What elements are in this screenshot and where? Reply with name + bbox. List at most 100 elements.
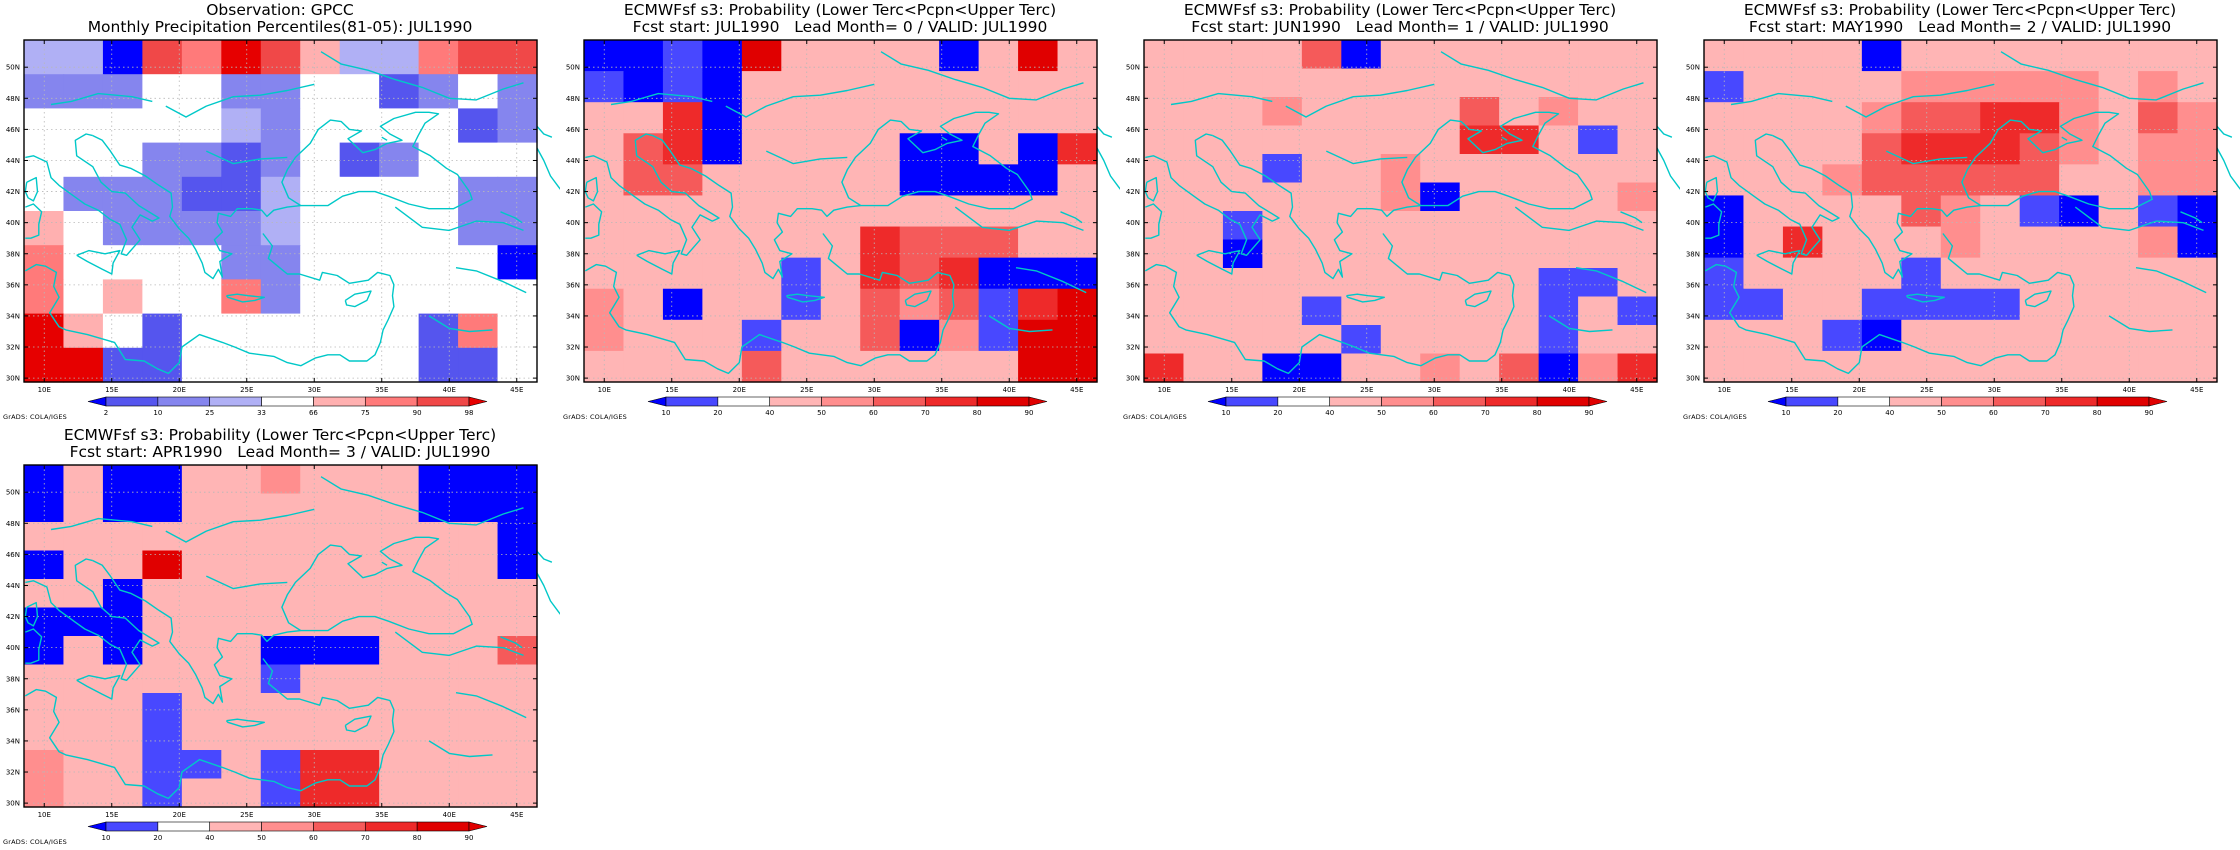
grid-cell	[584, 71, 625, 103]
grid-cell	[1222, 211, 1263, 241]
grid-cell	[1980, 319, 2021, 352]
coastline	[785, 293, 825, 303]
colorbar: 10 20 40 50 60 70 80 90	[87, 821, 488, 842]
coastline	[25, 133, 160, 257]
grid-cell	[1743, 319, 1784, 352]
grid-cell	[702, 71, 743, 103]
y-tick-label: 50N	[6, 64, 20, 72]
grid-cell	[1901, 195, 1942, 228]
grid-cell	[702, 164, 743, 197]
grid-cell	[860, 350, 901, 383]
grid-cell	[860, 40, 901, 72]
grid-cell	[1538, 40, 1579, 70]
grid-cell	[978, 226, 1019, 259]
grid-cell	[623, 288, 664, 321]
coastline	[1145, 133, 1280, 257]
grid-cell	[978, 288, 1019, 321]
coastline	[24, 658, 395, 800]
panel-subtitle: Fcst start: JUL1990 Lead Month= 0 / VALI…	[632, 18, 1048, 36]
grid-cell	[1341, 125, 1382, 155]
grid-cell	[1301, 40, 1342, 70]
grid-cell	[702, 350, 743, 383]
colorbar-label: 80	[1533, 409, 1542, 417]
grid-cell	[1057, 195, 1098, 228]
grid-cell	[939, 102, 980, 134]
grid-cell	[2059, 288, 2100, 321]
coastline	[344, 290, 372, 308]
grid-cell	[1980, 350, 2021, 383]
grid-cell	[300, 778, 341, 808]
grid-cell	[1617, 40, 1658, 70]
grid-cell	[300, 693, 341, 723]
grid-cell	[221, 74, 262, 109]
grid-cell	[1144, 68, 1185, 98]
y-tick-label: 40N	[6, 219, 20, 227]
grid-cell	[458, 778, 499, 808]
grid-cell	[1617, 239, 1658, 269]
x-tick-label: 35E	[375, 386, 388, 394]
y-tick-label: 40N	[566, 219, 580, 227]
grid-cell	[379, 74, 420, 109]
map-panel-2: ECMWFsf s3: Probability (Lower Terc<Pcpn…	[560, 0, 1120, 425]
grid-cell	[1538, 211, 1579, 241]
grid-cell	[662, 40, 703, 72]
x-tick-label: 20E	[1853, 386, 1866, 394]
grid-cell	[142, 142, 183, 178]
grid-cell	[497, 142, 538, 178]
grid-cell	[142, 778, 183, 808]
grid-cell	[1018, 102, 1059, 134]
colorbar-label: 10	[102, 834, 111, 842]
grid-cell	[418, 74, 459, 109]
grid-cell	[497, 550, 538, 580]
colorbar-label: 40	[1325, 409, 1334, 417]
colorbar-label: 98	[465, 409, 474, 417]
grid-cell	[339, 279, 380, 315]
grid-cell	[1538, 182, 1579, 212]
grid-cell	[1499, 211, 1540, 241]
coastline	[320, 51, 524, 101]
grid-cell	[181, 40, 222, 75]
colorbar-box	[1433, 396, 1486, 407]
grid-cell	[458, 74, 499, 109]
graticule	[24, 465, 537, 807]
grid-cell	[584, 226, 625, 259]
grid-cell	[221, 40, 262, 75]
grid-cell	[458, 721, 499, 751]
x-tick-label: 40E	[443, 386, 456, 394]
grid-cell	[1704, 102, 1745, 134]
coastline	[76, 249, 121, 275]
coastline	[880, 51, 1084, 101]
coastline	[1096, 125, 1113, 138]
grid-cell	[2098, 71, 2139, 103]
colorbar-label: 80	[2093, 409, 2102, 417]
grid-cell	[1901, 40, 1942, 72]
x-tick-label: 15E	[1785, 386, 1798, 394]
grid-cell	[379, 465, 420, 495]
y-tick-label: 46N	[1686, 126, 1700, 134]
grid-cell	[339, 579, 380, 609]
grid-cell	[300, 636, 341, 666]
colorbar-arrow-right	[468, 396, 488, 407]
grid-cell	[418, 607, 459, 637]
coastline	[1575, 267, 1647, 294]
x-tick-label: 20E	[733, 386, 746, 394]
coastline	[1704, 233, 2075, 375]
colorbar-label: 60	[1989, 409, 1998, 417]
grid-cell	[1341, 154, 1382, 184]
grid-cell	[1420, 211, 1461, 241]
grid-cell	[418, 522, 459, 552]
colorbar: 10 20 40 50 60 70 80 90	[647, 396, 1048, 417]
grid-cell	[860, 102, 901, 134]
coastline	[428, 315, 493, 333]
grid-cell	[1301, 353, 1342, 383]
grid-cell	[142, 550, 183, 580]
grid-cell	[458, 245, 499, 280]
grid-cell	[1301, 125, 1342, 155]
grid-cell	[379, 40, 420, 75]
coastline	[1144, 233, 1515, 375]
grid-cell	[1301, 182, 1342, 212]
x-tick-label: 35E	[935, 386, 948, 394]
grid-cell	[418, 176, 459, 212]
grid-cell	[24, 313, 65, 349]
grid-cell	[702, 102, 743, 134]
